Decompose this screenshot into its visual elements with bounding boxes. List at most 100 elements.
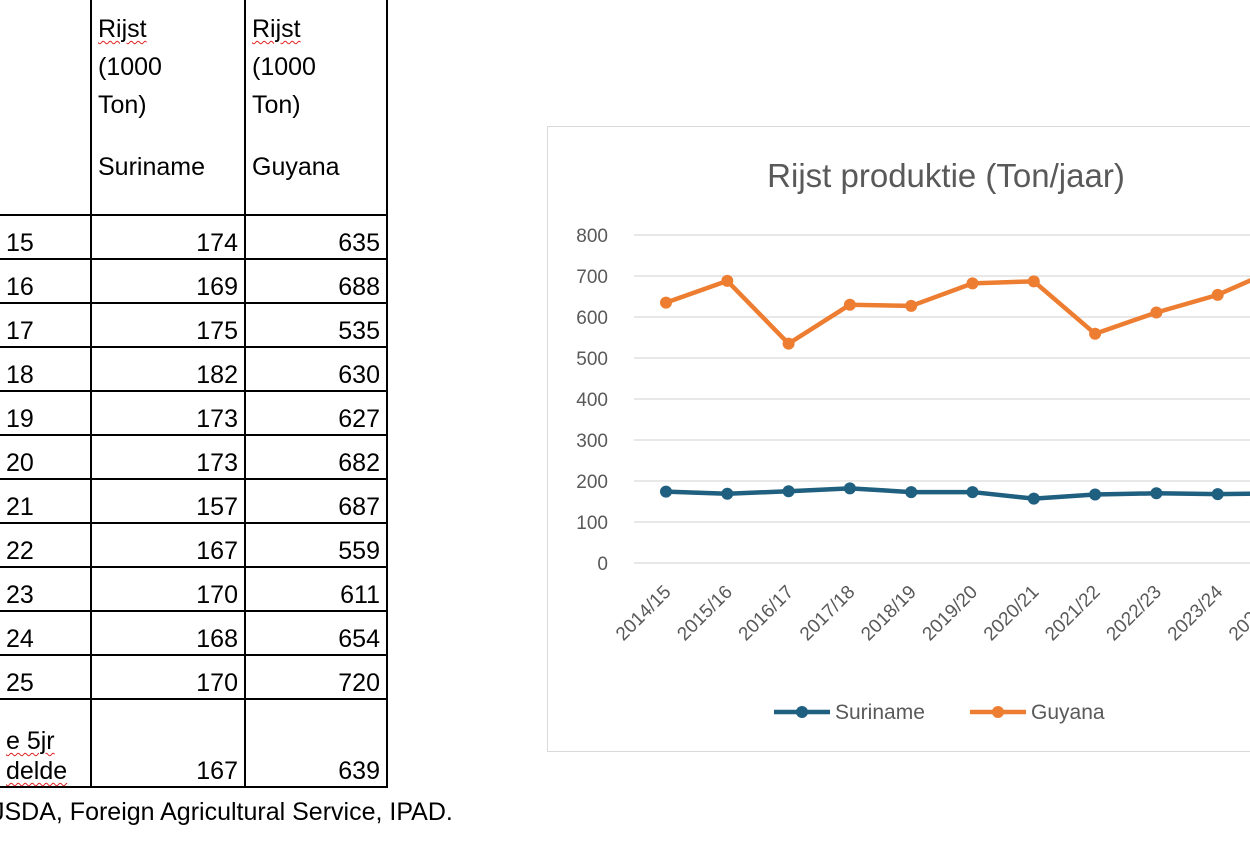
header-cell-empty	[0, 0, 92, 216]
series-guyana	[660, 274, 1250, 350]
row-label-cell: 24	[0, 610, 92, 656]
table-average-row: e 5jr delde 167 639	[0, 698, 388, 788]
rice-production-chart: Rijst produktie (Ton/jaar) 0 100 200 300 400…	[547, 126, 1250, 752]
row-label-cell: 20	[0, 434, 92, 480]
table-row: 23 170 611	[0, 566, 388, 612]
header-suriname-line3: Ton)	[98, 91, 147, 119]
chart-legend: Suriname Guyana	[774, 701, 1105, 724]
chart-svg: Rijst produktie (Ton/jaar) 0 100 200 300 400…	[576, 157, 1250, 724]
y-tick-label: 200	[576, 472, 608, 493]
row-label-cell: 19	[0, 390, 92, 436]
data-point	[1211, 488, 1224, 501]
header-guyana-country: Guyana	[252, 153, 340, 181]
header-cell-suriname: Rijst (1000 Ton) Suriname	[90, 0, 246, 216]
suriname-value-cell: 170	[90, 654, 246, 700]
guyana-value-cell: 630	[244, 346, 388, 392]
data-point	[966, 277, 979, 290]
data-point	[1150, 487, 1163, 500]
header-cell-guyana: Rijst (1000 Ton) Guyana	[244, 0, 388, 216]
data-point	[782, 485, 795, 498]
suriname-value-cell: 175	[90, 302, 246, 348]
source-note: JSDA, Foreign Agricultural Service, IPAD…	[0, 798, 453, 826]
guyana-value-cell: 559	[244, 522, 388, 568]
x-tick-label: 2017/18	[796, 582, 859, 645]
guyana-value-cell: 682	[244, 434, 388, 480]
suriname-value-cell: 169	[90, 258, 246, 304]
data-point	[782, 337, 795, 350]
average-label-cell: e 5jr delde	[0, 698, 92, 788]
guyana-value-cell: 687	[244, 478, 388, 524]
data-point	[1150, 306, 1163, 319]
row-label-cell: 21	[0, 478, 92, 524]
table-header-row: Rijst (1000 Ton) Suriname Rijst (1000 To…	[0, 0, 388, 216]
guyana-value-cell: 627	[244, 390, 388, 436]
legend-swatch-marker	[796, 706, 808, 718]
suriname-value-cell: 168	[90, 610, 246, 656]
suriname-value-cell: 157	[90, 478, 246, 524]
chart-title: Rijst produktie (Ton/jaar)	[767, 157, 1125, 194]
y-tick-label: 100	[576, 513, 608, 534]
average-suriname-cell: 167	[90, 698, 246, 788]
data-point	[1089, 488, 1102, 501]
y-tick-label: 700	[576, 267, 608, 288]
x-tick-label: 2019/20	[919, 582, 982, 645]
row-label-cell: 15	[0, 214, 92, 260]
x-tick-label: 2022/23	[1103, 582, 1166, 645]
suriname-value-cell: 174	[90, 214, 246, 260]
header-suriname-line1: Rijst	[98, 15, 147, 43]
chart-x-axis: 2014/152015/162016/172017/182018/192019/…	[612, 581, 1250, 645]
series-suriname	[660, 482, 1250, 505]
table-row: 24 168 654	[0, 610, 388, 656]
x-tick-label: 2021/22	[1041, 582, 1104, 645]
data-point	[1027, 492, 1040, 505]
suriname-value-cell: 182	[90, 346, 246, 392]
header-guyana-line3: Ton)	[252, 91, 301, 119]
data-point	[1089, 327, 1102, 340]
x-tick-label: 2020/21	[980, 582, 1043, 645]
row-label-cell: 18	[0, 346, 92, 392]
average-label-line2: delde	[6, 757, 68, 785]
data-point	[843, 298, 856, 311]
data-point	[660, 485, 672, 498]
chart-y-axis: 0 100 200 300 400 500 600 700 800	[576, 226, 608, 575]
suriname-value-cell: 167	[90, 522, 246, 568]
average-label-line1: e 5jr	[6, 727, 55, 755]
y-tick-label: 500	[576, 349, 608, 370]
table-row: 16 169 688	[0, 258, 388, 304]
x-tick-label: 2018/19	[857, 582, 920, 645]
series-line	[665, 486, 1250, 501]
table-row: 25 170 720	[0, 654, 388, 700]
row-label-cell: 22	[0, 522, 92, 568]
row-label-cell: 25	[0, 654, 92, 700]
data-point	[905, 486, 918, 499]
rice-production-table: Rijst (1000 Ton) Suriname Rijst (1000 To…	[0, 0, 388, 788]
guyana-value-cell: 654	[244, 610, 388, 656]
guyana-value-cell: 688	[244, 258, 388, 304]
table-row: 22 167 559	[0, 522, 388, 568]
table-row: 18 182 630	[0, 346, 388, 392]
suriname-value-cell: 170	[90, 566, 246, 612]
legend-label: Guyana	[1031, 701, 1105, 724]
row-label-cell: 23	[0, 566, 92, 612]
table-row: 21 157 687	[0, 478, 388, 524]
x-tick-label: 2016/17	[735, 582, 798, 645]
row-label-cell: 17	[0, 302, 92, 348]
data-point	[966, 486, 979, 499]
data-point	[905, 299, 918, 312]
data-point	[1027, 275, 1040, 288]
x-tick-label: 2014/15	[612, 582, 675, 645]
y-tick-label: 800	[576, 226, 608, 247]
guyana-value-cell: 611	[244, 566, 388, 612]
table-row: 19 173 627	[0, 390, 388, 436]
data-point	[843, 482, 856, 495]
data-point	[721, 487, 734, 500]
data-point	[1211, 288, 1224, 301]
header-suriname-line2: (1000	[98, 53, 162, 81]
guyana-value-cell: 720	[244, 654, 388, 700]
y-tick-label: 300	[576, 431, 608, 452]
guyana-value-cell: 535	[244, 302, 388, 348]
suriname-value-cell: 173	[90, 434, 246, 480]
legend-label: Suriname	[835, 701, 925, 724]
table-row: 15 174 635	[0, 214, 388, 260]
average-guyana-cell: 639	[244, 698, 388, 788]
